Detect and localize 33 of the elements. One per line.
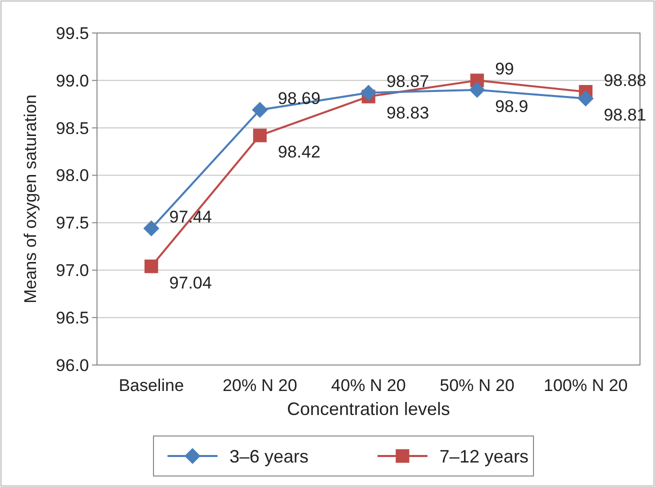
legend-label: 3–6 years [230, 446, 309, 466]
point [253, 128, 267, 142]
y-tick-label: 99.5 [56, 24, 89, 43]
x-tick-label: Baseline [118, 376, 184, 395]
y-tick-label: 98.5 [56, 118, 89, 138]
data-label: 98.81 [604, 105, 646, 124]
x-tick-label: 100% N 20 [544, 376, 628, 395]
data-label: 98.42 [278, 142, 320, 162]
point [252, 102, 268, 118]
point [143, 220, 160, 236]
y-tick-label: 98.0 [56, 166, 89, 186]
y-axis-title: Means of oxygen saturation [21, 94, 40, 304]
data-label: 98.69 [278, 88, 320, 108]
data-label: 98.83 [386, 104, 430, 123]
point [144, 260, 158, 274]
data-label: 98.88 [604, 70, 646, 90]
x-tick-label: 40% N 20 [331, 376, 406, 395]
data-label: 98.9 [495, 96, 528, 116]
point [578, 90, 594, 106]
legend-label: 7–12 years [440, 446, 529, 466]
x-axis-title: Concentration levels [286, 399, 450, 419]
x-tick-label: 50% N 20 [440, 376, 514, 395]
data-label: 97.04 [169, 273, 212, 292]
y-tick-label: 96.5 [56, 308, 89, 328]
y-tick-label: 97.5 [56, 214, 89, 233]
x-tick-label: 20% N 20 [222, 376, 298, 395]
data-label: 99 [495, 59, 514, 78]
y-tick-label: 97.0 [56, 261, 89, 280]
point [469, 82, 486, 98]
point [360, 84, 376, 101]
data-label: 98.87 [386, 72, 430, 91]
y-tick-label: 99.0 [56, 71, 89, 90]
y-tick-label: 96.0 [56, 356, 89, 375]
